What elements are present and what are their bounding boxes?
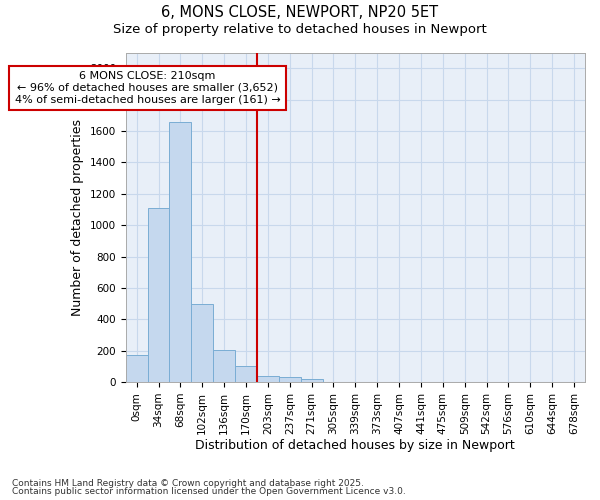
Text: 6, MONS CLOSE, NEWPORT, NP20 5ET: 6, MONS CLOSE, NEWPORT, NP20 5ET — [161, 5, 439, 20]
Bar — [126, 354, 148, 382]
Bar — [301, 380, 323, 382]
Bar — [235, 366, 257, 382]
Y-axis label: Number of detached properties: Number of detached properties — [71, 119, 84, 316]
Bar — [169, 122, 191, 382]
Text: 6 MONS CLOSE: 210sqm
← 96% of detached houses are smaller (3,652)
4% of semi-det: 6 MONS CLOSE: 210sqm ← 96% of detached h… — [15, 72, 280, 104]
X-axis label: Distribution of detached houses by size in Newport: Distribution of detached houses by size … — [196, 440, 515, 452]
Text: Size of property relative to detached houses in Newport: Size of property relative to detached ho… — [113, 22, 487, 36]
Bar — [148, 208, 169, 382]
Text: Contains public sector information licensed under the Open Government Licence v3: Contains public sector information licen… — [12, 487, 406, 496]
Bar — [257, 376, 279, 382]
Bar — [191, 304, 213, 382]
Bar — [213, 350, 235, 382]
Bar — [279, 377, 301, 382]
Text: Contains HM Land Registry data © Crown copyright and database right 2025.: Contains HM Land Registry data © Crown c… — [12, 478, 364, 488]
